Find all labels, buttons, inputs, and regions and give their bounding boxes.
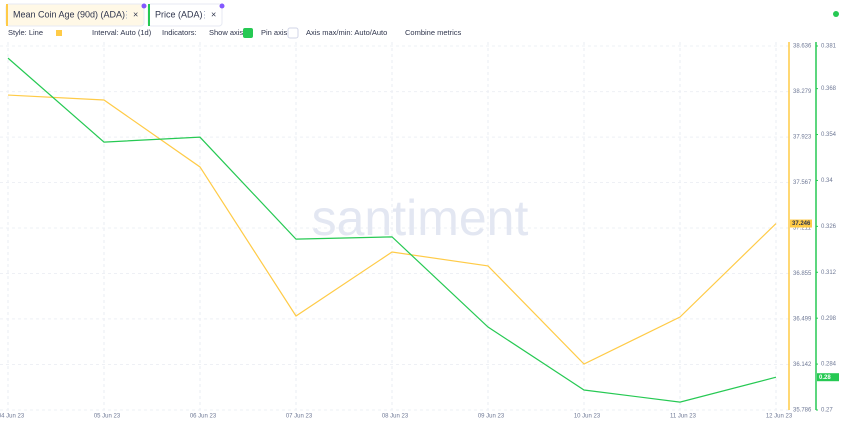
style-color — [56, 30, 62, 36]
tab-close[interactable]: × — [211, 9, 216, 19]
toolbar-item[interactable]: Pin axis — [261, 28, 288, 37]
y-tick-label: 36.142 — [793, 362, 812, 368]
y-tick-label: 37.923 — [793, 135, 812, 141]
current-value-label: 0.28 — [819, 375, 831, 381]
x-tick-label: 06 Jun 23 — [190, 414, 217, 420]
y-tick-label: 35.786 — [793, 408, 812, 414]
x-tick-label: 09 Jun 23 — [478, 414, 505, 420]
watermark: santiment — [312, 190, 529, 246]
x-tick-label: 08 Jun 23 — [382, 414, 409, 420]
x-tick-label: 07 Jun 23 — [286, 414, 313, 420]
y2-tick-label: 0.34 — [821, 178, 833, 184]
x-tick-label: 10 Jun 23 — [574, 414, 601, 420]
y2-tick-label: 0.298 — [821, 316, 837, 322]
current-value-label: 37.246 — [792, 221, 811, 227]
metric-tab-label: Mean Coin Age (90d) (ADA) — [13, 9, 125, 19]
y-tick-label: 38.636 — [793, 44, 812, 50]
pin-axis-check[interactable] — [287, 27, 299, 39]
status-dot — [833, 11, 839, 17]
y2-tick-label: 0.326 — [821, 224, 837, 230]
y-tick-label: 37.567 — [793, 180, 812, 186]
tab-dot — [141, 3, 147, 9]
y-tick-label: 36.855 — [793, 271, 812, 277]
y2-tick-label: 0.27 — [821, 408, 833, 414]
toolbar-item[interactable]: Style: Line — [8, 28, 43, 37]
toolbar-item[interactable]: Show axis — [209, 28, 243, 37]
x-tick-label: 11 Jun 23 — [670, 414, 697, 420]
metric-tab-marker — [6, 4, 8, 26]
y-tick-label: 38.279 — [793, 89, 812, 95]
metric-tab-label: Price (ADA) — [155, 9, 203, 19]
metric-tab-marker — [148, 4, 150, 26]
y2-tick-label: 0.354 — [821, 132, 837, 138]
x-tick-label: 04 Jun 23 — [0, 414, 25, 420]
tab-menu[interactable]: ⋮ — [200, 9, 209, 19]
toolbar-item[interactable]: Combine metrics — [405, 28, 462, 37]
series-line — [7, 94, 777, 365]
x-tick-label: 12 Jun 23 — [766, 414, 793, 420]
y2-tick-label: 0.368 — [821, 86, 837, 92]
y-tick-label: 36.499 — [793, 317, 812, 323]
series-line — [7, 57, 777, 403]
y-tick-label: 37.211 — [793, 226, 812, 232]
show-axis-check[interactable] — [243, 28, 253, 38]
x-tick-label: 05 Jun 23 — [94, 414, 121, 420]
y2-tick-label: 0.284 — [821, 362, 837, 368]
y2-tick-label: 0.312 — [821, 270, 837, 276]
tab-close[interactable]: × — [133, 9, 138, 19]
toolbar-item[interactable]: Interval: Auto (1d) — [92, 28, 152, 37]
toolbar-item[interactable]: Axis max/min: Auto/Auto — [306, 28, 387, 37]
current-value-badge — [790, 219, 812, 228]
toolbar-item[interactable]: Indicators: — [162, 28, 197, 37]
tab-dot — [219, 3, 225, 9]
y2-tick-label: 0.381 — [821, 44, 837, 50]
tab-menu[interactable]: ⋮ — [122, 9, 131, 19]
current-value-badge — [817, 373, 839, 382]
